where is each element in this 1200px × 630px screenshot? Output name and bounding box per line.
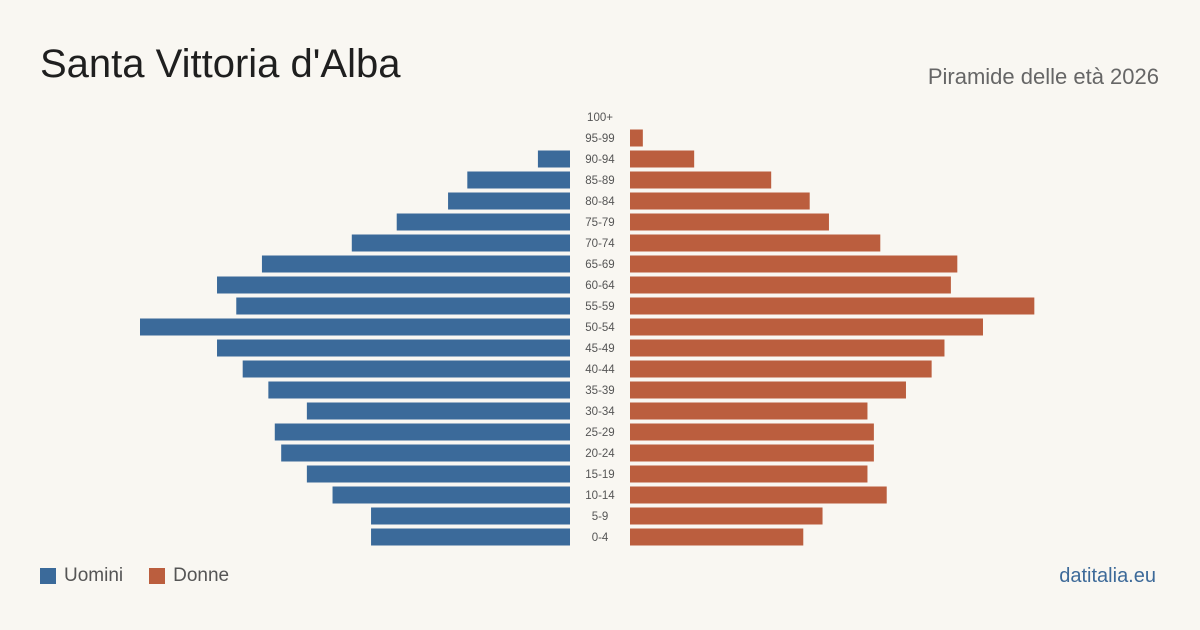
age-label-100+: 100+: [587, 112, 613, 124]
bar-male-20-24: [281, 444, 570, 462]
bar-female-5-9: [630, 507, 823, 525]
age-label-50-54: 50-54: [585, 322, 615, 334]
legend-label-female: Donne: [173, 565, 230, 586]
bar-male-50-54: [140, 318, 570, 336]
bar-female-70-74: [630, 234, 881, 252]
age-label-35-39: 35-39: [585, 385, 614, 397]
legend-item-male: Uomini: [40, 565, 123, 587]
age-label-85-89: 85-89: [585, 175, 614, 187]
bar-female-75-79: [630, 213, 829, 231]
age-label-10-14: 10-14: [585, 490, 615, 502]
age-label-80-84: 80-84: [585, 196, 615, 208]
bar-male-60-64: [217, 276, 570, 294]
age-label-40-44: 40-44: [585, 364, 615, 376]
bar-female-15-19: [630, 465, 868, 483]
bar-female-30-34: [630, 402, 868, 420]
bar-male-35-39: [268, 381, 570, 399]
bar-female-40-44: [630, 360, 932, 378]
bar-male-65-69: [261, 255, 570, 273]
bar-female-35-39: [630, 381, 906, 399]
bar-female-50-54: [630, 318, 983, 336]
legend-swatch-male: [40, 568, 56, 584]
bar-male-75-79: [396, 213, 570, 231]
legend: Uomini Donne: [40, 565, 255, 587]
age-label-15-19: 15-19: [585, 469, 614, 481]
bar-male-0-4: [371, 528, 570, 546]
age-label-30-34: 30-34: [585, 406, 615, 418]
bar-female-25-29: [630, 423, 874, 441]
legend-swatch-female: [149, 568, 166, 584]
bar-male-10-14: [332, 486, 570, 504]
age-label-70-74: 70-74: [585, 238, 615, 250]
age-label-60-64: 60-64: [585, 280, 615, 292]
bar-male-30-34: [306, 402, 570, 420]
age-label-25-29: 25-29: [585, 427, 614, 439]
age-label-0-4: 0-4: [592, 532, 609, 544]
bar-male-70-74: [351, 234, 570, 252]
brand-link[interactable]: datitalia.eu: [1059, 565, 1156, 587]
age-label-5-9: 5-9: [592, 511, 609, 523]
bar-male-45-49: [217, 339, 570, 357]
age-label-95-99: 95-99: [585, 133, 614, 145]
bar-male-80-84: [448, 192, 570, 210]
bar-male-85-89: [467, 171, 570, 189]
legend-label-male: Uomini: [64, 565, 124, 586]
age-label-65-69: 65-69: [585, 259, 614, 271]
bar-male-5-9: [371, 507, 570, 525]
bar-male-25-29: [274, 423, 570, 441]
age-label-20-24: 20-24: [585, 448, 615, 460]
chart-subtitle: Piramide delle età 2026: [927, 64, 1159, 89]
bar-female-20-24: [630, 444, 874, 462]
bar-female-80-84: [630, 192, 810, 210]
age-label-55-59: 55-59: [585, 301, 614, 313]
bar-female-95-99: [630, 129, 643, 147]
bar-female-90-94: [630, 150, 695, 168]
bar-female-0-4: [630, 528, 804, 546]
bar-male-55-59: [236, 297, 570, 315]
age-label-75-79: 75-79: [585, 217, 614, 229]
bar-male-15-19: [306, 465, 570, 483]
bar-female-60-64: [630, 276, 951, 294]
chart-title: Santa Vittoria d'Alba: [40, 42, 401, 86]
bar-female-10-14: [630, 486, 887, 504]
bar-male-40-44: [242, 360, 570, 378]
bar-female-55-59: [630, 297, 1035, 315]
legend-item-female: Donne: [149, 565, 229, 587]
age-label-90-94: 90-94: [585, 154, 615, 166]
bar-female-85-89: [630, 171, 772, 189]
age-label-45-49: 45-49: [585, 343, 614, 355]
bar-male-90-94: [537, 150, 570, 168]
bar-female-65-69: [630, 255, 958, 273]
bar-female-45-49: [630, 339, 945, 357]
